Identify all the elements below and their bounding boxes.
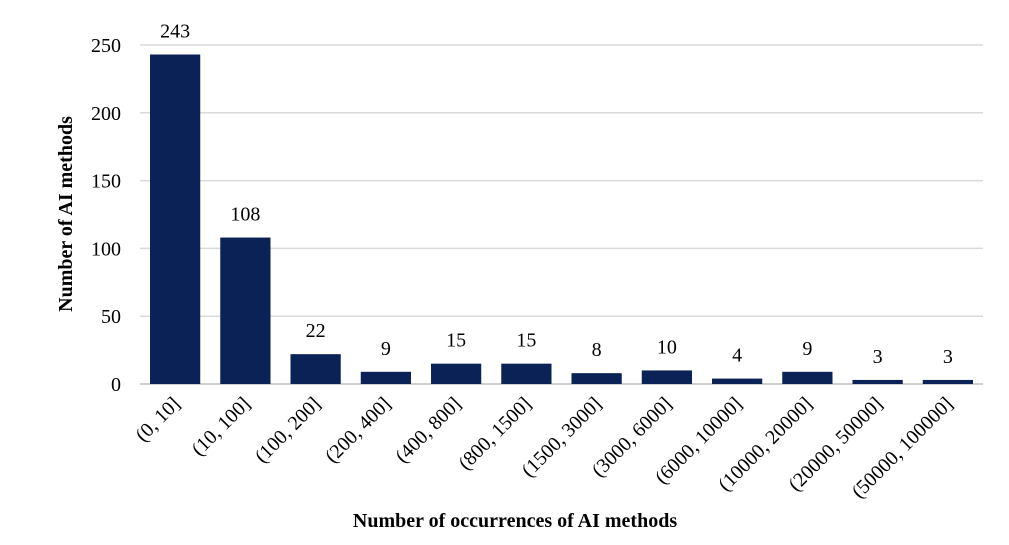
- y-tick-label: 200: [91, 103, 121, 125]
- bar: [150, 54, 201, 384]
- y-tick-label: 250: [91, 35, 121, 57]
- x-tick-label: (400, 800]: [391, 393, 465, 467]
- bar: [922, 379, 973, 384]
- bar: [852, 379, 903, 384]
- data-label: 15: [516, 330, 536, 352]
- bar: [290, 354, 341, 384]
- bar: [431, 363, 482, 384]
- y-axis-title: Number of AI methods: [55, 116, 77, 312]
- data-label: 8: [592, 339, 602, 361]
- data-label: 15: [446, 330, 466, 352]
- gridlines: [140, 44, 983, 385]
- data-label: 9: [381, 338, 391, 360]
- data-labels: 243 108 22 9 15 15 8 10 4 9 3 3: [160, 20, 953, 367]
- x-tick-label: (100, 200]: [251, 393, 325, 467]
- bars: [150, 54, 973, 384]
- bar: [712, 378, 763, 384]
- bar: [501, 363, 552, 384]
- y-tick-label: 150: [91, 171, 121, 193]
- bar: [571, 373, 622, 384]
- data-label: 22: [306, 320, 326, 342]
- x-axis-title: Number of occurrences of AI methods: [353, 510, 677, 532]
- data-label: 3: [943, 346, 953, 368]
- y-axis-ticks: 0 50 100 150 200 250: [91, 35, 121, 396]
- x-tick-label: (0, 10]: [131, 393, 184, 446]
- x-tick-label: (10, 100]: [188, 393, 255, 460]
- bar: [360, 371, 411, 384]
- data-label: 243: [160, 20, 190, 42]
- y-tick-label: 0: [111, 374, 121, 396]
- data-label: 3: [873, 346, 883, 368]
- data-label: 4: [732, 345, 742, 367]
- data-label: 108: [230, 204, 260, 226]
- x-axis-ticks: (0, 10] (10, 100](100, 200](200, 400](400…: [131, 393, 957, 503]
- bar: [220, 237, 271, 384]
- bar: [782, 371, 833, 384]
- data-label: 10: [657, 336, 677, 358]
- y-tick-label: 50: [101, 306, 121, 328]
- data-label: 9: [802, 338, 812, 360]
- bar: [641, 370, 692, 384]
- y-tick-label: 100: [91, 238, 121, 260]
- x-tick-label: (200, 400]: [321, 393, 395, 467]
